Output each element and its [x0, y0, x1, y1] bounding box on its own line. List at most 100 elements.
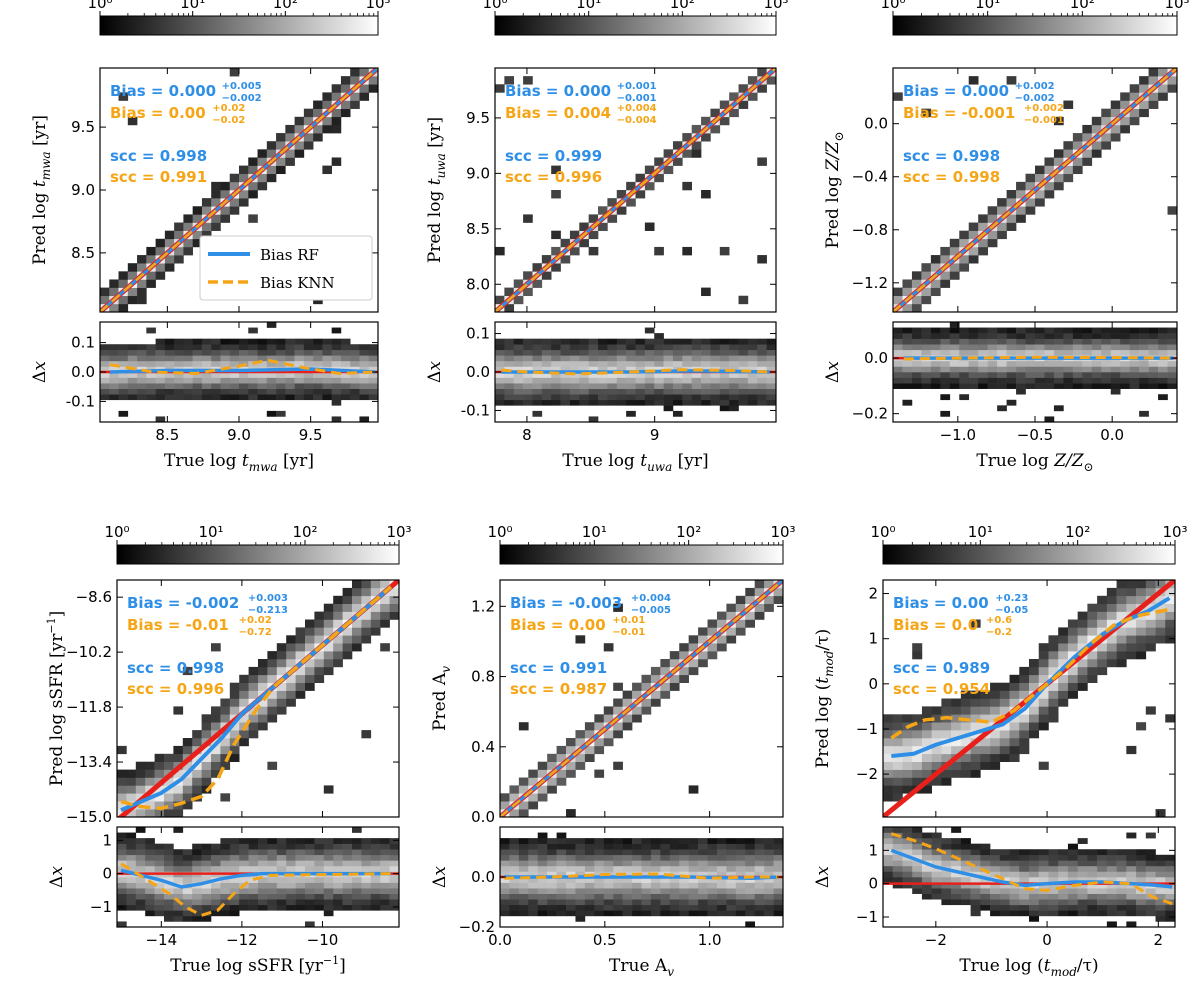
heatmap-cell	[211, 222, 221, 231]
heatmap-cell	[911, 279, 922, 288]
residual-heatmap-cell	[183, 355, 193, 362]
residual-heatmap-cell	[154, 849, 165, 856]
heatmap-cell	[1038, 690, 1049, 699]
residual-heatmap-cell	[368, 372, 378, 378]
residual-heatmap-cell	[672, 383, 683, 389]
residual-heatmap-cell	[323, 860, 334, 867]
residual-heatmap-cell	[688, 893, 699, 900]
heatmap-cell	[117, 793, 127, 802]
residual-heatmap-cell	[164, 899, 174, 906]
residual-heatmap-cell	[211, 904, 221, 911]
heatmap-cell	[921, 722, 932, 731]
residual-heatmap-cell	[654, 355, 664, 362]
residual-heatmap-cell	[154, 854, 165, 861]
heatmap-cell	[146, 255, 156, 264]
residual-heatmap-cell	[211, 860, 221, 867]
scc-knn-text: scc = 0.991	[110, 168, 207, 186]
heatmap-cell	[518, 722, 529, 731]
heatmap-cell	[389, 595, 399, 604]
residual-heatmap-cell	[588, 338, 599, 345]
residual-heatmap-cell	[145, 899, 155, 906]
residual-heatmap-cell	[146, 344, 156, 351]
residual-heatmap-cell	[754, 860, 765, 867]
bias-rf-text-minus: −0.002	[1015, 93, 1055, 104]
residual-heatmap-cell	[738, 344, 749, 351]
residual-heatmap-cell	[997, 344, 1007, 351]
residual-heatmap-cell	[575, 865, 586, 872]
residual-heatmap-cell	[1165, 893, 1175, 900]
label-text: Δ	[30, 371, 50, 383]
heatmap-cell	[211, 753, 221, 762]
heatmap-cell	[323, 603, 334, 612]
residual-heatmap-cell	[229, 383, 240, 389]
heatmap-cell	[350, 100, 360, 109]
residual-heatmap-cell	[257, 372, 268, 378]
residual-heatmap-cell	[941, 899, 952, 906]
residual-heatmap-cell	[970, 910, 981, 917]
heatmap-cell	[892, 793, 903, 802]
heatmap-cell	[707, 619, 718, 628]
residual-heatmap-cell	[523, 360, 533, 367]
residual-heatmap-cell	[1091, 327, 1102, 334]
colorbar-tick-base: 10	[482, 0, 501, 12]
residual-heatmap-cell	[239, 849, 249, 856]
residual-heatmap-cell	[1155, 910, 1166, 917]
residual-heatmap-cell	[556, 882, 567, 889]
residual-heatmap-cell	[333, 877, 343, 883]
residual-heatmap-cell	[1126, 888, 1137, 894]
residual-y-tick-label: 0.0	[864, 349, 888, 367]
residual-heatmap-cell	[1087, 860, 1098, 867]
y-tick-label: 0.0	[471, 808, 495, 826]
heatmap-cell	[679, 643, 689, 652]
heatmap-cell	[276, 141, 286, 150]
heatmap-cell	[266, 141, 277, 150]
residual-heatmap-cell	[239, 860, 249, 867]
residual-heatmap-cell	[1129, 366, 1140, 373]
heatmap-cell	[286, 682, 296, 691]
residual-heatmap-cell	[588, 383, 599, 389]
heatmap-cell	[990, 761, 1001, 770]
residual-heatmap-cell	[1038, 860, 1049, 867]
residual-heatmap-cell	[1136, 849, 1147, 856]
heatmap-cell	[1148, 100, 1159, 109]
residual-heatmap-cell	[145, 904, 155, 911]
residual-heatmap-cell	[389, 882, 399, 889]
heatmap-cell	[1097, 619, 1108, 628]
residual-heatmap-cell	[719, 372, 730, 378]
heatmap-cell	[295, 682, 306, 691]
x-axis-label: True log (tmod/τ)	[959, 956, 1098, 979]
residual-heatmap-cell	[164, 904, 174, 911]
residual-heatmap-cell	[1148, 349, 1159, 356]
residual-heatmap-cell	[556, 865, 567, 872]
heatmap-cell	[1029, 714, 1040, 723]
residual-heatmap-cell	[551, 366, 561, 373]
heatmap-cell	[902, 753, 913, 762]
residual-heatmap-cell	[588, 377, 599, 384]
residual-heatmap-cell	[1106, 854, 1117, 861]
residual-heatmap-cell	[1025, 360, 1036, 367]
residual-heatmap-cell	[1139, 349, 1149, 356]
colorbar-tick-base: 10	[763, 0, 782, 12]
residual-heatmap-cell	[1087, 888, 1098, 894]
heatmap-cell	[691, 149, 702, 158]
heatmap-cell	[211, 214, 221, 223]
residual-heatmap-cell	[663, 355, 674, 362]
residual-heatmap-cell	[951, 865, 962, 872]
heatmap-cell	[276, 682, 287, 691]
heatmap-cell	[951, 730, 962, 739]
heatmap-cell	[663, 149, 674, 158]
heatmap-cell	[1009, 745, 1020, 755]
residual-heatmap-cell	[352, 877, 362, 883]
label-var: t	[425, 178, 445, 185]
residual-heatmap-cell	[990, 893, 1001, 900]
residual-heatmap-cell	[766, 394, 776, 401]
residual-heatmap-cell	[286, 893, 296, 900]
residual-heatmap-cell	[248, 860, 259, 867]
residual-heatmap-cell	[660, 865, 671, 872]
heatmap-cell	[1136, 722, 1147, 731]
heatmap-cell	[305, 643, 315, 652]
heatmap-cell	[622, 698, 633, 707]
residual-heatmap-cell	[285, 355, 295, 362]
heatmap-cell	[1009, 698, 1020, 707]
heatmap-cell	[229, 198, 240, 207]
